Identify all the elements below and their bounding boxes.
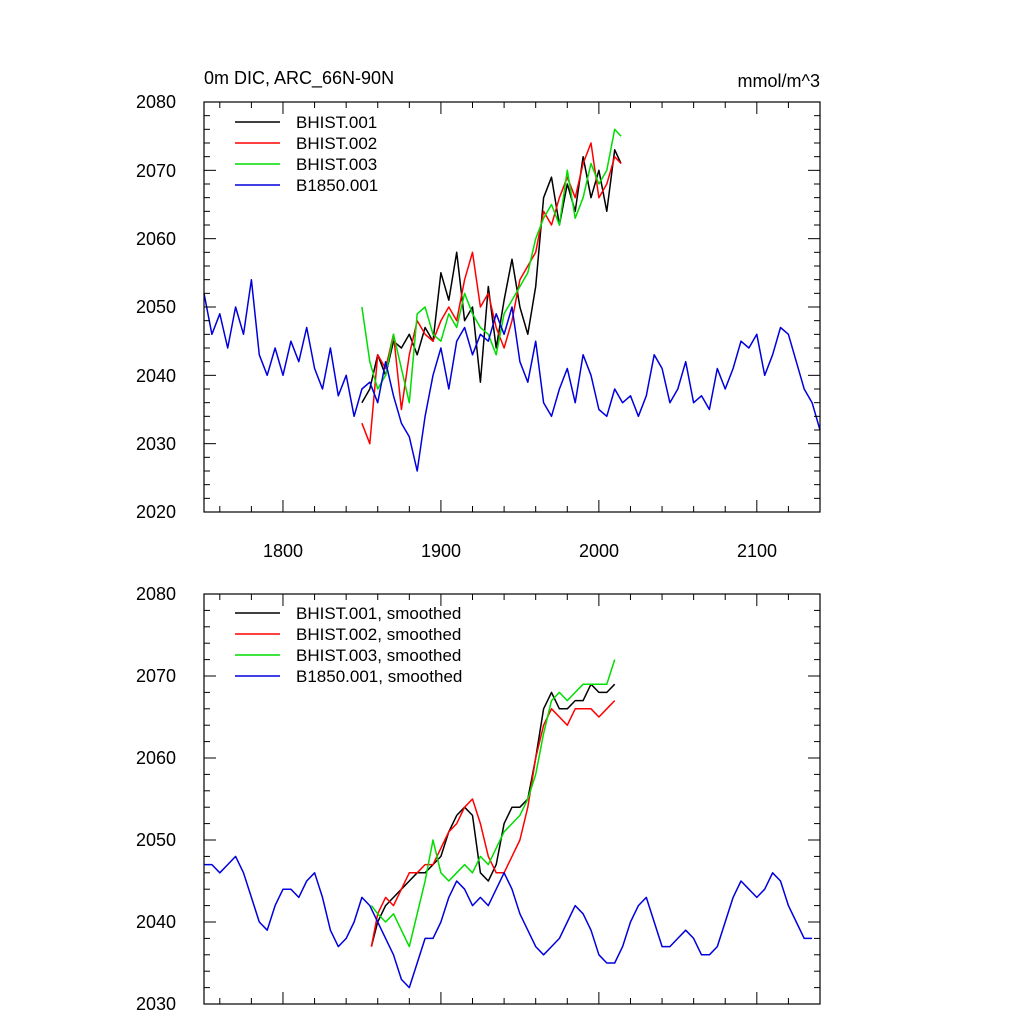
x-tick-label: 1800: [263, 541, 303, 561]
y-tick-labels: 2030 2040 2050 2060 2070 2080: [136, 584, 176, 1014]
y-tick-label: 2050: [136, 830, 176, 850]
legend-label: B1850.001: [296, 176, 378, 195]
legend-label: BHIST.002, smoothed: [296, 625, 461, 644]
y-tick-label: 2030: [136, 434, 176, 454]
series-layer: [204, 659, 813, 989]
series-line-b1850-001-smoothed: [204, 855, 813, 989]
y-tick-label: 2050: [136, 297, 176, 317]
y-tick-label: 2060: [136, 229, 176, 249]
series-line-bhist-001: [361, 149, 622, 404]
units-label: mmol/m^3: [738, 71, 820, 91]
series-line-bhist-003-smoothed: [370, 659, 616, 948]
x-tick-label: 2000: [579, 541, 619, 561]
legend-label: BHIST.001, smoothed: [296, 604, 461, 623]
axis-ticks: [204, 101, 821, 513]
legend: BHIST.001, smoothed BHIST.002, smoothed …: [235, 604, 462, 686]
series-line-bhist-001-smoothed: [370, 683, 616, 947]
bottom-chart-panel: 2030 2040 2050 2060 2070 2080 BHIST.001,…: [136, 584, 821, 1014]
legend-label: BHIST.002: [296, 134, 377, 153]
legend-label: BHIST.003, smoothed: [296, 646, 461, 665]
x-tick-label: 1900: [421, 541, 461, 561]
series-line-bhist-002: [361, 142, 622, 445]
axis-ticks: [204, 593, 821, 1005]
series-layer: [203, 128, 821, 472]
y-tick-label: 2030: [136, 994, 176, 1014]
y-tick-label: 2080: [136, 92, 176, 112]
x-tick-label: 2100: [737, 541, 777, 561]
series-line-bhist-003: [361, 128, 622, 404]
legend-label: BHIST.003: [296, 155, 377, 174]
y-tick-label: 2070: [136, 666, 176, 686]
y-tick-label: 2070: [136, 161, 176, 181]
plot-frame: [203, 593, 821, 1005]
legend-label: B1850.001, smoothed: [296, 667, 462, 686]
chart-title: 0m DIC, ARC_66N-90N: [204, 68, 394, 89]
y-tick-label: 2040: [136, 912, 176, 932]
x-tick-labels: 1800 1900 2000 2100: [263, 541, 777, 561]
legend-label: BHIST.001: [296, 113, 377, 132]
y-tick-labels: 2020 2030 2040 2050 2060 2070 2080: [136, 92, 176, 522]
y-tick-label: 2080: [136, 584, 176, 604]
series-line-b1850-001: [203, 278, 821, 472]
y-tick-label: 2020: [136, 502, 176, 522]
legend: BHIST.001 BHIST.002 BHIST.003 B1850.001: [235, 113, 378, 195]
y-tick-label: 2060: [136, 748, 176, 768]
top-chart-panel: 0m DIC, ARC_66N-90N mmol/m^3 2020 2030 2…: [136, 68, 821, 561]
y-tick-label: 2040: [136, 366, 176, 386]
series-line-bhist-002-smoothed: [370, 700, 616, 947]
